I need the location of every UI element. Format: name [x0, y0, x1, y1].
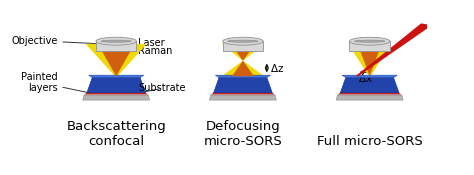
Polygon shape	[231, 45, 255, 61]
Ellipse shape	[96, 37, 137, 45]
Polygon shape	[356, 23, 432, 76]
Ellipse shape	[101, 40, 131, 42]
FancyBboxPatch shape	[349, 41, 390, 51]
Text: Raman: Raman	[127, 46, 173, 59]
Text: Laser: Laser	[130, 38, 165, 51]
Polygon shape	[83, 95, 150, 100]
Polygon shape	[212, 93, 274, 95]
Polygon shape	[86, 44, 146, 78]
Text: Objective: Objective	[11, 36, 100, 46]
Polygon shape	[358, 45, 382, 76]
FancyBboxPatch shape	[223, 41, 263, 51]
Polygon shape	[87, 78, 146, 93]
Text: Painted
layers: Painted layers	[21, 72, 90, 93]
Ellipse shape	[355, 40, 385, 42]
Polygon shape	[337, 94, 402, 95]
Polygon shape	[84, 94, 148, 95]
Polygon shape	[340, 78, 399, 93]
FancyBboxPatch shape	[96, 41, 137, 51]
Text: Full micro-SORS: Full micro-SORS	[317, 135, 422, 148]
Polygon shape	[210, 94, 275, 95]
Ellipse shape	[228, 40, 258, 42]
Polygon shape	[232, 61, 254, 76]
Polygon shape	[89, 75, 144, 78]
Text: Defocusing
micro-SORS: Defocusing micro-SORS	[203, 120, 283, 148]
Polygon shape	[215, 75, 271, 78]
Text: $\Delta$z: $\Delta$z	[270, 62, 284, 74]
Polygon shape	[85, 93, 147, 95]
Text: Substrate: Substrate	[138, 83, 186, 93]
Polygon shape	[348, 44, 391, 78]
Polygon shape	[222, 61, 264, 76]
Text: $\Delta$x: $\Delta$x	[358, 72, 373, 84]
Polygon shape	[342, 75, 397, 78]
Text: Backscattering
confocal: Backscattering confocal	[66, 120, 166, 148]
Polygon shape	[99, 45, 134, 76]
Polygon shape	[210, 95, 276, 100]
Polygon shape	[213, 78, 272, 93]
Ellipse shape	[349, 37, 390, 45]
Ellipse shape	[223, 37, 263, 45]
Polygon shape	[222, 44, 264, 61]
Polygon shape	[338, 93, 401, 95]
Polygon shape	[336, 95, 403, 100]
